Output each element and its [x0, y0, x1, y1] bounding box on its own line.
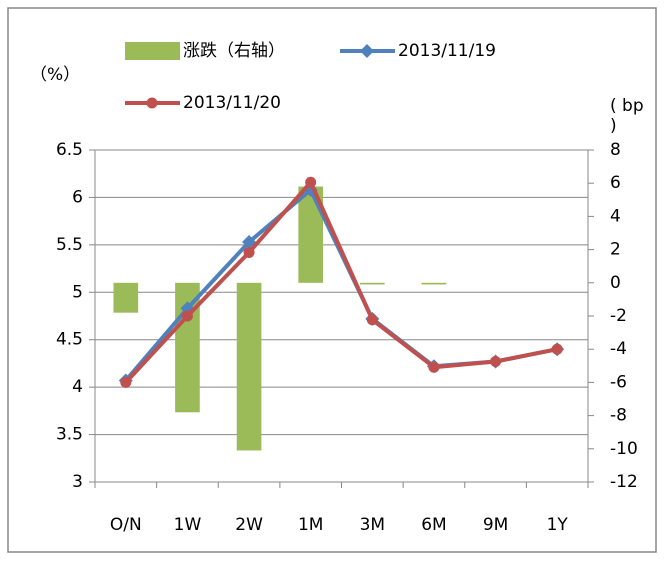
line: [124, 180, 558, 384]
point: [428, 361, 440, 373]
y2-tick-label: -6: [610, 372, 627, 392]
y2-tick-label: -12: [610, 472, 638, 492]
y2-tick-label: 8: [610, 140, 621, 160]
y2-tick-label: 0: [610, 273, 621, 293]
y2-tick-label: -2: [610, 306, 627, 326]
x-tick-label: 2W: [235, 515, 263, 535]
point: [366, 314, 378, 326]
point: [243, 246, 255, 258]
y-tick-label: 4: [72, 377, 83, 397]
point: [490, 356, 502, 368]
legend-label: 2013/11/20: [183, 93, 281, 113]
y2-tick-label: 2: [610, 240, 621, 260]
bar: [236, 282, 262, 451]
y-tick-label: 6: [72, 187, 83, 207]
y-tick-label: 5.5: [56, 235, 83, 255]
bar: [359, 282, 385, 285]
y2-axis-label: ( bp ): [610, 96, 644, 136]
bar: [421, 282, 447, 285]
chart-frame: [7, 7, 657, 553]
legend-marker: [146, 97, 158, 109]
y2-tick-label: 4: [610, 206, 621, 226]
x-tick-label: O/N: [110, 515, 142, 535]
x-tick-label: 3M: [360, 515, 385, 535]
y2-tick-label: -10: [610, 439, 638, 459]
bar: [113, 282, 139, 313]
y-tick-label: 6.5: [56, 140, 83, 160]
x-tick-label: 6M: [421, 515, 446, 535]
x-tick-label: 9M: [483, 515, 508, 535]
x-tick-label: 1W: [174, 515, 202, 535]
y-tick-label: 5: [72, 282, 83, 302]
x-tick-label: 1Y: [547, 515, 569, 535]
y-axis-label: （%）: [30, 65, 80, 85]
point: [181, 310, 193, 322]
legend-marker: [360, 44, 374, 58]
y2-tick-label: -4: [610, 339, 627, 359]
y2-tick-label: 6: [610, 173, 621, 193]
legend-swatch: [125, 42, 180, 60]
y-tick-label: 4.5: [56, 330, 83, 350]
point: [120, 376, 132, 388]
y2-tick-label: -8: [610, 406, 627, 426]
x-tick-label: 1M: [298, 515, 323, 535]
point: [305, 176, 317, 188]
y-tick-label: 3.5: [56, 425, 83, 445]
legend-label: 涨跌（右轴）: [183, 41, 285, 61]
point: [551, 343, 563, 355]
legend-label: 2013/11/19: [398, 41, 496, 61]
y-tick-label: 3: [72, 472, 83, 492]
